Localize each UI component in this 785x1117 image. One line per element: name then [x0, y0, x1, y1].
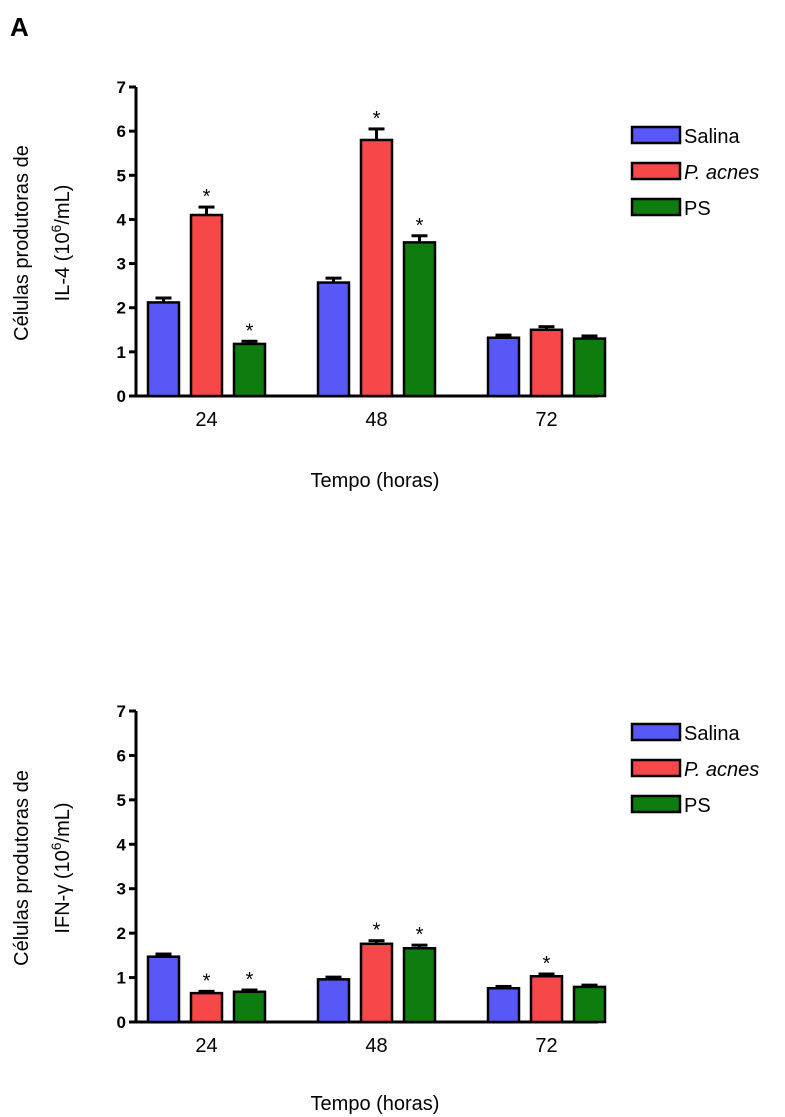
legend-label: Salina	[684, 723, 740, 745]
bar-24-1	[146, 955, 181, 1024]
bar-72-1	[486, 336, 521, 398]
y-tick-label: 2	[117, 924, 126, 943]
bar-48-3	[402, 946, 437, 1024]
legend-label: P. acnes	[684, 162, 759, 184]
legend-label: PS	[684, 198, 711, 220]
y-tick-label: 1	[117, 343, 126, 362]
y-tick-label: 2	[117, 299, 126, 318]
bar-24-3	[232, 342, 267, 398]
bar-72-1	[486, 986, 521, 1024]
legend-swatch	[630, 125, 682, 145]
y-tick-label: 4	[117, 835, 127, 854]
legend-swatch	[630, 161, 682, 181]
legend-swatch	[630, 758, 682, 778]
x-tick-label: 24	[195, 409, 217, 431]
significance-mark: *	[373, 920, 381, 942]
bar-48-2	[359, 138, 394, 398]
chart-1: 0 1 2 3 4 5 6 7 Células produtoras de IL-4 (106/m…	[11, 78, 759, 492]
significance-mark: *	[203, 186, 211, 208]
legend-label: PS	[684, 795, 711, 817]
x-axis-label: Tempo (horas)	[311, 1093, 440, 1115]
significance-mark: *	[416, 924, 424, 946]
y-axis-label-line1: Células produtoras de	[11, 770, 33, 966]
y-tick-label: 5	[117, 166, 126, 185]
bar-72-2	[529, 974, 564, 1024]
y-tick-label: 3	[117, 880, 126, 899]
y-tick-label: 6	[117, 746, 126, 765]
y-tick-label: 0	[117, 387, 126, 406]
bar-48-3	[402, 241, 437, 398]
y-tick-label: 4	[117, 210, 127, 229]
y-tick-label: 5	[117, 791, 126, 810]
x-tick-label: 72	[535, 1035, 557, 1057]
bar-72-3	[572, 337, 607, 398]
significance-mark: *	[203, 970, 211, 992]
y-tick-label: 3	[117, 255, 126, 274]
bar-24-3	[232, 990, 267, 1024]
significance-mark: *	[246, 969, 254, 991]
x-tick-label: 24	[195, 1035, 217, 1057]
y-tick-label: 0	[117, 1013, 126, 1032]
chart-2: 0 1 2 3 4 5 6 7 Células produtoras de IFN-γ (106/…	[11, 702, 759, 1115]
bar-48-1	[316, 281, 351, 398]
x-tick-label: 48	[365, 409, 387, 431]
bar-48-2	[359, 942, 394, 1024]
bar-24-2	[189, 991, 224, 1024]
significance-mark: *	[373, 108, 381, 130]
y-axis-label-line2: IFN-γ (106/mL)	[48, 802, 74, 933]
panel-label: A	[10, 12, 29, 42]
legend-label: P. acnes	[684, 759, 759, 781]
y-axis-label-line2: IL-4 (106/mL)	[48, 185, 74, 302]
significance-mark: *	[246, 320, 254, 342]
bar-24-2	[189, 213, 224, 398]
y-tick-label: 7	[117, 78, 126, 97]
bar-72-2	[529, 328, 564, 398]
y-axis-label-line1: Células produtoras de	[11, 145, 33, 341]
legend-swatch	[630, 794, 682, 814]
y-tick-label: 7	[117, 702, 126, 721]
x-axis-label: Tempo (horas)	[311, 470, 440, 492]
significance-mark: *	[543, 953, 551, 975]
bar-24-1	[146, 301, 181, 398]
y-tick-label: 6	[117, 122, 126, 141]
x-tick-label: 48	[365, 1035, 387, 1057]
bar-48-1	[316, 978, 351, 1024]
legend-label: Salina	[684, 126, 740, 148]
significance-mark: *	[416, 215, 424, 237]
bar-72-3	[572, 985, 607, 1024]
legend-swatch	[630, 722, 682, 742]
y-tick-label: 1	[117, 969, 126, 988]
x-tick-label: 72	[535, 409, 557, 431]
legend-swatch	[630, 197, 682, 217]
